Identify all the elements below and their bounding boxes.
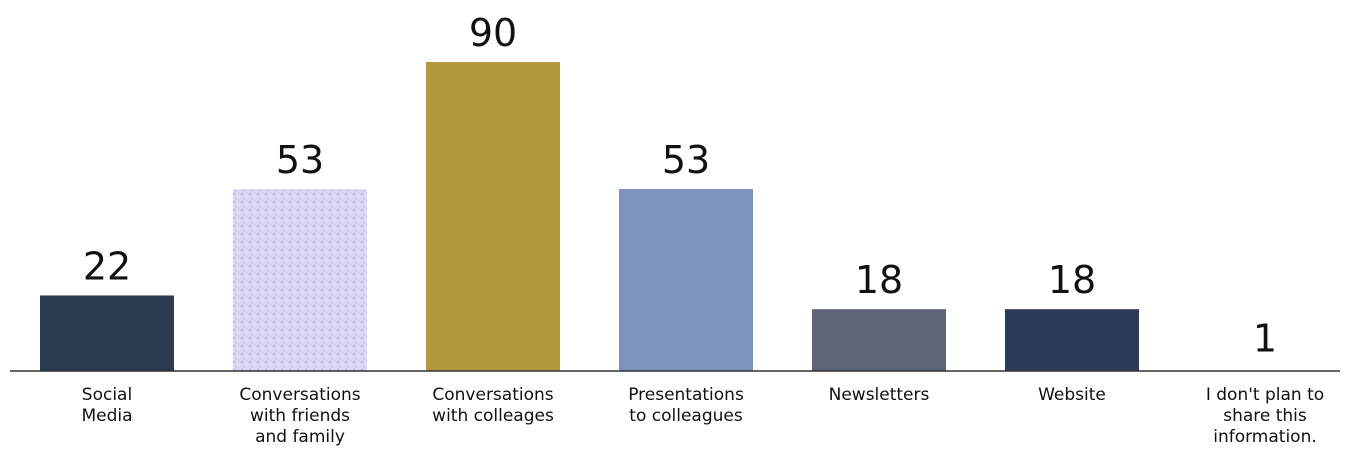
category-label-line: and family — [255, 427, 345, 447]
category-label-6: I don't plan to share this information. — [1206, 385, 1324, 447]
bar-6 — [1198, 367, 1332, 371]
data-label-2: 90 — [469, 11, 517, 55]
category-label-3: Presentations to colleagues — [628, 385, 744, 426]
category-label-2: Conversations with colleages — [432, 385, 554, 426]
data-label-4: 18 — [855, 258, 903, 302]
category-label-line: with friends — [250, 406, 350, 426]
data-label-5: 18 — [1048, 258, 1096, 302]
category-label-line: Social — [82, 385, 132, 405]
category-label-4: Newsletters — [829, 385, 930, 405]
data-label-0: 22 — [83, 244, 131, 288]
category-label-line: Conversations — [432, 385, 553, 405]
category-label-line: to colleagues — [629, 406, 743, 426]
bar-3 — [619, 189, 753, 371]
bar-4 — [812, 309, 946, 371]
bar-0 — [40, 295, 174, 371]
category-label-line: Conversations — [239, 385, 360, 405]
data-label-6: 1 — [1253, 317, 1277, 361]
category-label-line: Website — [1038, 385, 1106, 405]
bar-5 — [1005, 309, 1139, 371]
category-label-1: Conversations with friends and family — [239, 385, 360, 447]
category-label-line: information. — [1213, 427, 1317, 447]
category-label-0: Social Media — [81, 385, 132, 426]
bar-2 — [426, 62, 560, 371]
bar-1 — [233, 189, 367, 371]
category-label-line: I don't plan to — [1206, 385, 1324, 405]
category-label-line: with colleages — [432, 406, 554, 426]
category-label-line: share this — [1223, 406, 1307, 426]
bars-layer — [40, 62, 1332, 371]
category-label-line: Media — [81, 406, 132, 426]
data-label-1: 53 — [276, 138, 324, 182]
category-label-line: Newsletters — [829, 385, 930, 405]
category-label-5: Website — [1038, 385, 1106, 405]
category-label-line: Presentations — [628, 385, 744, 405]
data-label-3: 53 — [662, 138, 710, 182]
